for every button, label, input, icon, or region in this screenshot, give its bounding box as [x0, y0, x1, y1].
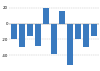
Bar [91, 24, 97, 36]
Bar [75, 24, 81, 39]
Bar [11, 24, 17, 39]
Bar [83, 24, 89, 47]
Bar [43, 8, 49, 24]
Bar [67, 24, 73, 65]
Bar [27, 24, 33, 36]
Bar [19, 24, 25, 47]
Bar [51, 24, 57, 54]
Bar [35, 24, 41, 46]
Bar [59, 11, 65, 24]
